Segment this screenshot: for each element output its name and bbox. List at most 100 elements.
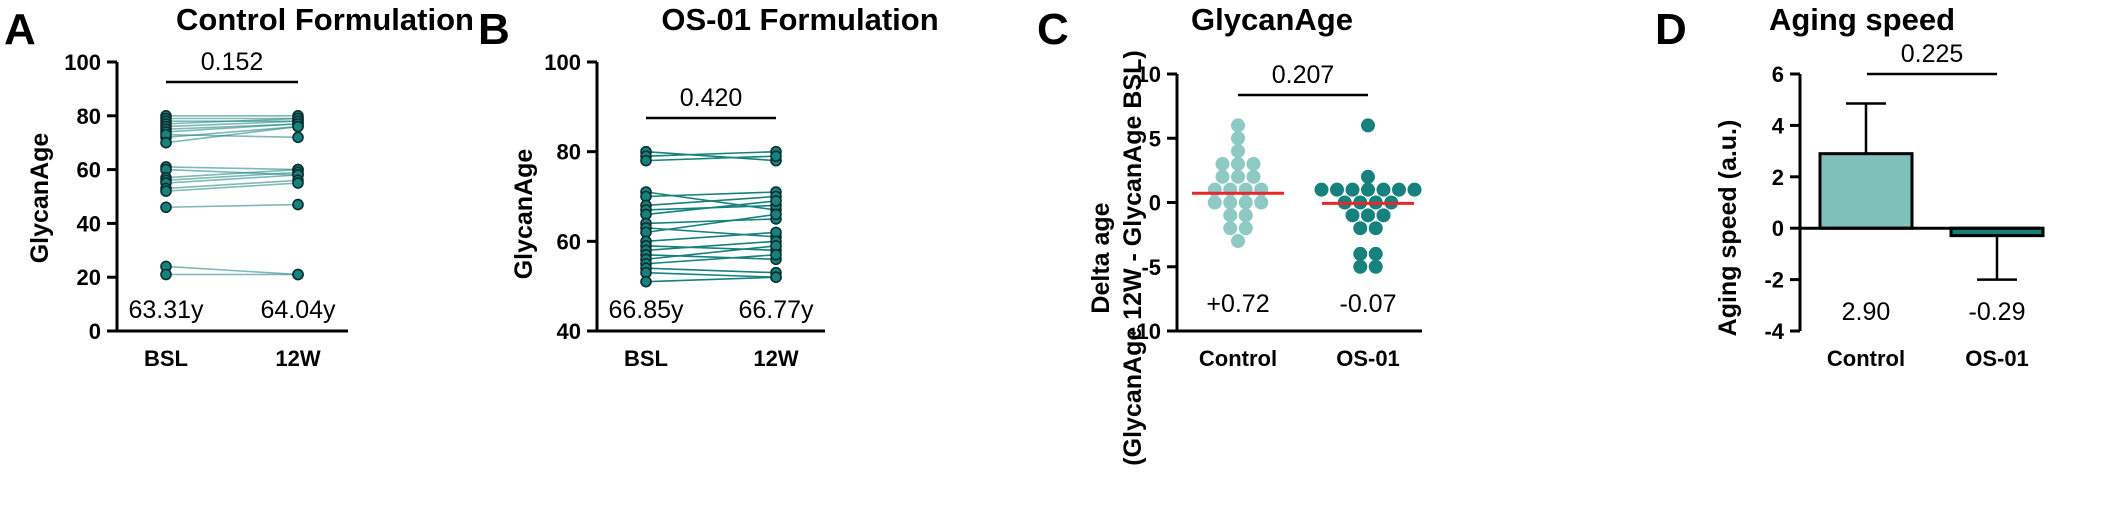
panel-a-y-ticks: 0 20 40 60 80 100 [64, 50, 117, 344]
panel-c-y-ticks: -10 -5 0 5 10 [1129, 62, 1177, 344]
panel-a-point [292, 131, 304, 144]
panel-a-point [160, 268, 172, 281]
panel-a-y-tick-label: 20 [77, 265, 101, 290]
panel-b-point [770, 195, 782, 207]
panel-c-point [1215, 169, 1230, 184]
panel-c-point [1376, 182, 1391, 197]
panel-c-point [1345, 182, 1360, 197]
panel-c-y-tick-label: -5 [1141, 255, 1161, 280]
panel-b-pair-line [645, 200, 777, 216]
panel-c-points [1207, 118, 1422, 274]
panel-c-point [1231, 131, 1245, 146]
panel-b-y-tick-label: 40 [557, 319, 581, 344]
panel-a-point [160, 136, 172, 149]
panel-b-pair-line [645, 240, 777, 252]
panel-c-point [1215, 156, 1230, 171]
panel-d-value-control: 2.90 [1842, 298, 1891, 326]
panel-b-p-value: 0.420 [680, 84, 743, 112]
panel-b-y-tick-label: 60 [557, 229, 581, 254]
panel-a-point [292, 120, 304, 133]
panel-a-y-tick-label: 40 [77, 211, 101, 236]
panel-d-y-tick-label: -2 [1764, 268, 1784, 293]
panel-c-point [1361, 118, 1375, 133]
panel-a-pair-line [165, 265, 299, 276]
panel-a-pair-line [165, 179, 299, 190]
panel-c-point [1238, 221, 1253, 236]
panel-b-x-tick-12w: 12W [753, 346, 798, 371]
panel-c-point [1231, 144, 1245, 159]
panel-b-point [770, 248, 782, 261]
panel-c-y-tick-label: 0 [1149, 191, 1161, 216]
panel-c-point [1392, 182, 1406, 197]
panel-c-p-value: 0.207 [1272, 61, 1335, 89]
panel-a-pair-line [165, 203, 299, 209]
panel-b-pair-line [645, 271, 777, 278]
panel-c-point [1407, 182, 1422, 197]
panel-d-value-os01: -0.29 [1969, 298, 2026, 326]
panel-c-letter: C [1037, 5, 1069, 54]
panel-c-y-tick-label: 5 [1149, 126, 1161, 151]
panel-c-point [1254, 195, 1269, 210]
panel-c-point [1238, 208, 1253, 223]
panel-c-point [1368, 221, 1383, 236]
panel-a-points [160, 110, 304, 281]
panel-c-point [1231, 234, 1245, 249]
panel-b-point [770, 150, 782, 162]
panel-c-mean-os01: -0.07 [1340, 290, 1397, 318]
panel-b-point [770, 271, 782, 284]
panel-b-y-tick-label: 80 [557, 140, 581, 165]
panel-a-pair-line [165, 168, 299, 179]
panel-d-y-tick-label: 4 [1772, 113, 1785, 138]
panel-b-y-axis-label: GlycanAge [510, 149, 538, 280]
panel-a-pair-line [165, 125, 299, 144]
panel-c-point [1314, 182, 1329, 197]
panel-b-pair-line [645, 218, 777, 225]
panel-a-pair-line [165, 133, 299, 139]
panel-c-y-tick-label: -10 [1129, 319, 1161, 344]
panel-c-point [1361, 182, 1375, 197]
panel-c-point [1353, 246, 1368, 261]
panel-c-mean-lines [1192, 191, 1414, 205]
panel-a-x-tick-12w: 12W [275, 346, 320, 371]
panel-d-letter: D [1655, 5, 1687, 54]
panel-a-point [160, 185, 172, 197]
panel-c-point [1376, 208, 1391, 223]
panel-c-point [1353, 221, 1368, 236]
panel-c-point [1345, 208, 1360, 223]
panel-a-pair-line [165, 123, 299, 133]
panel-b-pair-line [645, 213, 777, 234]
panel-b-pair-lines [645, 150, 777, 283]
panel-b-point [640, 154, 652, 167]
panel-c-point [1246, 169, 1261, 184]
panel-a-pair-lines [165, 115, 299, 276]
panel-b-pair-line [645, 231, 777, 243]
panel-b-pair-line [645, 276, 777, 283]
panel-b-points [640, 145, 782, 288]
panel-d-title: Aging speed [1769, 2, 1955, 37]
panel-c-point [1223, 221, 1238, 236]
panel-d-y-tick-label: 6 [1772, 62, 1784, 87]
panel-c-point [1361, 169, 1375, 184]
panel-b-pair-line [645, 155, 777, 162]
panel-c-x-tick-control: Control [1199, 346, 1277, 371]
panel-b-pair-line [645, 150, 777, 157]
panel-b-pair-line [645, 191, 777, 198]
panel-c-point [1223, 195, 1238, 210]
panel-a-mean-bsl: 63.31y [128, 296, 204, 324]
panel-b-point [640, 275, 652, 288]
panel-d-y-tick-label: 0 [1772, 216, 1784, 241]
panel-b-mean-bsl: 66.85y [608, 296, 684, 324]
panel-c-point [1246, 156, 1261, 171]
panel-c-point [1353, 259, 1368, 274]
panel-c-point [1231, 169, 1245, 184]
panel-c-point [1223, 208, 1238, 223]
panel-b-x-tick-bsl: BSL [624, 346, 668, 371]
panel-c-x-tick-os01: OS-01 [1336, 346, 1400, 371]
panel-a: A Control Formulation GlycanAge 0 20 40 60 8… [4, 2, 474, 371]
panel-d-bars [1818, 102, 2045, 281]
panel-d-x-tick-os01: OS-01 [1965, 346, 2029, 371]
panel-b-letter: B [478, 5, 510, 54]
panel-a-point [292, 268, 304, 281]
panel-d-bar [1818, 152, 1914, 230]
